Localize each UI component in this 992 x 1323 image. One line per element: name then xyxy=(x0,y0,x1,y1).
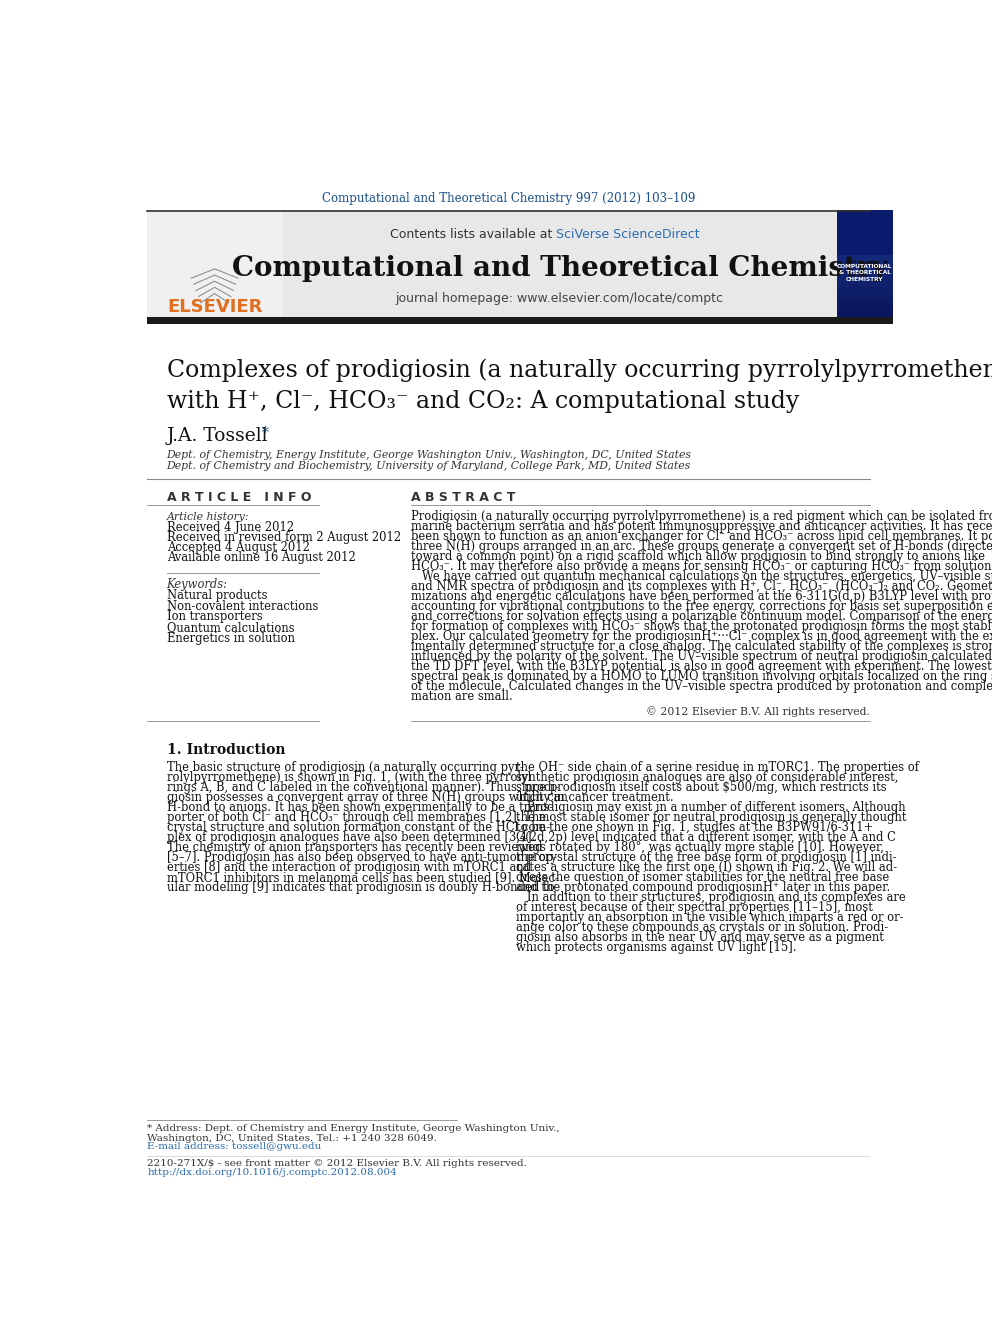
Text: G(2d,2p) level indicated that a different isomer, with the A and C: G(2d,2p) level indicated that a differen… xyxy=(516,831,896,844)
Text: Energetics in solution: Energetics in solution xyxy=(167,632,295,646)
Text: The chemistry of anion transporters has recently been reviewed: The chemistry of anion transporters has … xyxy=(167,840,542,853)
Text: Dept. of Chemistry, Energy Institute, George Washington Univ., Washington, DC, U: Dept. of Chemistry, Energy Institute, Ge… xyxy=(167,450,691,460)
FancyBboxPatch shape xyxy=(283,210,837,316)
Text: with H⁺, Cl⁻, HCO₃⁻ and CO₂: A computational study: with H⁺, Cl⁻, HCO₃⁻ and CO₂: A computati… xyxy=(167,390,799,413)
Text: We have carried out quantum mechanical calculations on the structures, energetic: We have carried out quantum mechanical c… xyxy=(411,570,992,583)
Text: E-mail address: tossell@gwu.edu: E-mail address: tossell@gwu.edu xyxy=(147,1142,321,1151)
Text: journal homepage: www.elsevier.com/locate/comptc: journal homepage: www.elsevier.com/locat… xyxy=(396,292,723,306)
Text: Computational and Theoretical Chemistry: Computational and Theoretical Chemistry xyxy=(232,255,888,282)
Text: Article history:: Article history: xyxy=(167,512,249,521)
Text: ular modeling [9] indicates that prodigiosin is doubly H-bonded to: ular modeling [9] indicates that prodigi… xyxy=(167,881,555,893)
Text: giosin possesses a convergent array of three N(H) groups which can: giosin possesses a convergent array of t… xyxy=(167,791,567,803)
Text: importantly an absorption in the visible which imparts a red or or-: importantly an absorption in the visible… xyxy=(516,910,904,923)
Text: crystal structure and solution formation constant of the HCl com-: crystal structure and solution formation… xyxy=(167,820,550,833)
Text: rolylpyrromethene) is shown in Fig. 1, (with the three pyrrolyl: rolylpyrromethene) is shown in Fig. 1, (… xyxy=(167,770,531,783)
FancyBboxPatch shape xyxy=(837,263,893,270)
Text: 1. Introduction: 1. Introduction xyxy=(167,744,285,757)
Text: H-bond to anions. It has been shown experimentally to be a trans-: H-bond to anions. It has been shown expe… xyxy=(167,800,553,814)
Text: Keywords:: Keywords: xyxy=(167,578,227,591)
Text: Prodigiosin may exist in a number of different isomers. Although: Prodigiosin may exist in a number of dif… xyxy=(516,800,906,814)
Text: erties [8] and the interaction of prodigiosin with mTORC1 and: erties [8] and the interaction of prodig… xyxy=(167,861,531,873)
Text: accounting for vibrational contributions to the free energy, corrections for bas: accounting for vibrational contributions… xyxy=(411,601,992,614)
Text: porter of both Cl⁻ and HCO₃⁻ through cell membranes [1,2]. The: porter of both Cl⁻ and HCO₃⁻ through cel… xyxy=(167,811,546,824)
Text: Prodigiosin (a naturally occurring pyrrolylpyrromethene) is a red pigment which : Prodigiosin (a naturally occurring pyrro… xyxy=(411,511,992,524)
Text: cates a structure like the first one (I) shown in Fig. 2. We will ad-: cates a structure like the first one (I)… xyxy=(516,861,898,873)
Text: Ion transporters: Ion transporters xyxy=(167,610,262,623)
Text: and the protonated compound prodigiosinH⁺ later in this paper.: and the protonated compound prodigiosinH… xyxy=(516,881,891,893)
Text: and NMR spectra of prodigiosin and its complexes with H⁺, Cl⁻, HCO₃⁻, (HCO₃⁻)₂ a: and NMR spectra of prodigiosin and its c… xyxy=(411,581,992,594)
Text: HCO₃⁻. It may therefore also provide a means for sensing HCO₃⁻ or capturing HCO₃: HCO₃⁻. It may therefore also provide a m… xyxy=(411,561,992,573)
Text: synthetic prodigiosin analogues are also of considerable interest,: synthetic prodigiosin analogues are also… xyxy=(516,770,899,783)
Text: mizations and energetic calculations have been performed at the 6-311G(d,p) B3LY: mizations and energetic calculations hav… xyxy=(411,590,992,603)
Text: since prodigiosin itself costs about $500/mg, which restricts its: since prodigiosin itself costs about $50… xyxy=(516,781,887,794)
Text: http://dx.doi.org/10.1016/j.comptc.2012.08.004: http://dx.doi.org/10.1016/j.comptc.2012.… xyxy=(147,1168,397,1176)
Text: dress the question of isomer stabilities for the neutral free base: dress the question of isomer stabilities… xyxy=(516,871,890,884)
Text: A B S T R A C T: A B S T R A C T xyxy=(411,491,515,504)
Text: which protects organisms against UV light [15].: which protects organisms against UV ligh… xyxy=(516,941,797,954)
Text: Quantum calculations: Quantum calculations xyxy=(167,622,295,634)
Text: The basic structure of prodigiosin (a naturally occurring pyr-: The basic structure of prodigiosin (a na… xyxy=(167,761,524,774)
FancyBboxPatch shape xyxy=(837,286,893,294)
Text: of the molecule. Calculated changes in the UV–visible spectra produced by proton: of the molecule. Calculated changes in t… xyxy=(411,680,992,693)
Text: influenced by the polarity of the solvent. The UV–visible spectrum of neutral pr: influenced by the polarity of the solven… xyxy=(411,651,992,663)
FancyBboxPatch shape xyxy=(837,210,893,316)
Text: COMPUTATIONAL
& THEORETICAL
CHEMISTRY: COMPUTATIONAL & THEORETICAL CHEMISTRY xyxy=(837,263,893,282)
Text: mation are small.: mation are small. xyxy=(411,691,513,704)
Text: the most stable isomer for neutral prodigiosin is generally thought: the most stable isomer for neutral prodi… xyxy=(516,811,907,824)
Text: been shown to function as an anion exchanger for Cl⁻ and HCO₃⁻ across lipid cell: been shown to function as an anion excha… xyxy=(411,531,992,544)
Text: 2210-271X/$ - see front matter © 2012 Elsevier B.V. All rights reserved.: 2210-271X/$ - see front matter © 2012 El… xyxy=(147,1159,527,1168)
Text: Available online 16 August 2012: Available online 16 August 2012 xyxy=(167,552,355,564)
Text: for formation of complexes with HCO₃⁻ shows that the protonated prodigiosin form: for formation of complexes with HCO₃⁻ sh… xyxy=(411,620,992,634)
Text: giosin also absorbs in the near UV and may serve as a pigment: giosin also absorbs in the near UV and m… xyxy=(516,930,884,943)
Text: rings A, B, and C labeled in the conventional manner). Thus, prodi-: rings A, B, and C labeled in the convent… xyxy=(167,781,558,794)
Text: SciVerse ScienceDirect: SciVerse ScienceDirect xyxy=(557,228,700,241)
Text: plex of prodigiosin analogues have also been determined [3,4].: plex of prodigiosin analogues have also … xyxy=(167,831,535,844)
Text: © 2012 Elsevier B.V. All rights reserved.: © 2012 Elsevier B.V. All rights reserved… xyxy=(646,706,870,717)
FancyBboxPatch shape xyxy=(837,308,893,316)
Text: ange color to these compounds as crystals or in solution. Prodi-: ange color to these compounds as crystal… xyxy=(516,921,888,934)
Text: rings rotated by 180°, was actually more stable [10]. However,: rings rotated by 180°, was actually more… xyxy=(516,840,884,853)
Text: ELSEVIER: ELSEVIER xyxy=(167,298,262,316)
Text: to be the one shown in Fig. 1, studies at the B3PW91/6-311+: to be the one shown in Fig. 1, studies a… xyxy=(516,820,874,833)
FancyBboxPatch shape xyxy=(837,294,893,302)
FancyBboxPatch shape xyxy=(147,316,893,324)
Text: the crystal structure of the free base form of prodigiosin [1] indi-: the crystal structure of the free base f… xyxy=(516,851,897,864)
Text: Non-covalent interactions: Non-covalent interactions xyxy=(167,599,318,613)
Text: mTORC1 inhibitors in melanoma cells has been studied [9]. Molec-: mTORC1 inhibitors in melanoma cells has … xyxy=(167,871,558,884)
Text: Washington, DC, United States. Tel.: +1 240 328 6049.: Washington, DC, United States. Tel.: +1 … xyxy=(147,1134,437,1143)
Text: marine bacterium serratia and has potent immunosuppressive and anticancer activi: marine bacterium serratia and has potent… xyxy=(411,520,992,533)
Text: and corrections for solvation effects using a polarizable continuum model. Compa: and corrections for solvation effects us… xyxy=(411,610,992,623)
Text: Computational and Theoretical Chemistry 997 (2012) 103–109: Computational and Theoretical Chemistry … xyxy=(321,192,695,205)
Text: Received 4 June 2012: Received 4 June 2012 xyxy=(167,521,294,534)
Text: the TD DFT level, with the B3LYP potential, is also in good agreement with exper: the TD DFT level, with the B3LYP potenti… xyxy=(411,660,992,673)
Text: * Address: Dept. of Chemistry and Energy Institute, George Washington Univ.,: * Address: Dept. of Chemistry and Energy… xyxy=(147,1125,559,1134)
Text: Natural products: Natural products xyxy=(167,589,267,602)
FancyBboxPatch shape xyxy=(147,210,283,316)
Text: imentally determined structure for a close analog. The calculated stability of t: imentally determined structure for a clo… xyxy=(411,640,992,654)
Text: the OH⁻ side chain of a serine residue in mTORC1. The properties of: the OH⁻ side chain of a serine residue i… xyxy=(516,761,920,774)
Text: Contents lists available at: Contents lists available at xyxy=(390,228,557,241)
Text: of interest because of their spectral properties [11–15], most: of interest because of their spectral pr… xyxy=(516,901,873,914)
Text: three N(H) groups arranged in an arc. These groups generate a convergent set of : three N(H) groups arranged in an arc. Th… xyxy=(411,540,992,553)
Text: *: * xyxy=(262,426,269,439)
FancyBboxPatch shape xyxy=(837,278,893,286)
Text: A R T I C L E   I N F O: A R T I C L E I N F O xyxy=(167,491,311,504)
Text: spectral peak is dominated by a HOMO to LUMO transition involving orbitals local: spectral peak is dominated by a HOMO to … xyxy=(411,671,992,684)
Text: toward a common point) on a rigid scaffold which allow prodigiosin to bind stron: toward a common point) on a rigid scaffo… xyxy=(411,550,985,564)
Text: Dept. of Chemistry and Biochemistry, University of Maryland, College Park, MD, U: Dept. of Chemistry and Biochemistry, Uni… xyxy=(167,460,690,471)
Text: [5–7]. Prodigiosin has also been observed to have anti-tumor prop-: [5–7]. Prodigiosin has also been observe… xyxy=(167,851,557,864)
Text: plex. Our calculated geometry for the prodigiosinH⁺···Cl⁻ complex is in good agr: plex. Our calculated geometry for the pr… xyxy=(411,631,992,643)
Text: In addition to their structures, prodigiosin and its complexes are: In addition to their structures, prodigi… xyxy=(516,890,906,904)
Text: Accepted 4 August 2012: Accepted 4 August 2012 xyxy=(167,541,310,554)
Text: utility in cancer treatment.: utility in cancer treatment. xyxy=(516,791,674,803)
FancyBboxPatch shape xyxy=(837,255,893,263)
Text: Complexes of prodigiosin (a naturally occurring pyrrolylpyrromethene): Complexes of prodigiosin (a naturally oc… xyxy=(167,359,992,382)
FancyBboxPatch shape xyxy=(837,302,893,308)
Text: J.A. Tossell: J.A. Tossell xyxy=(167,427,268,445)
FancyBboxPatch shape xyxy=(837,270,893,278)
Text: Received in revised form 2 August 2012: Received in revised form 2 August 2012 xyxy=(167,531,401,544)
